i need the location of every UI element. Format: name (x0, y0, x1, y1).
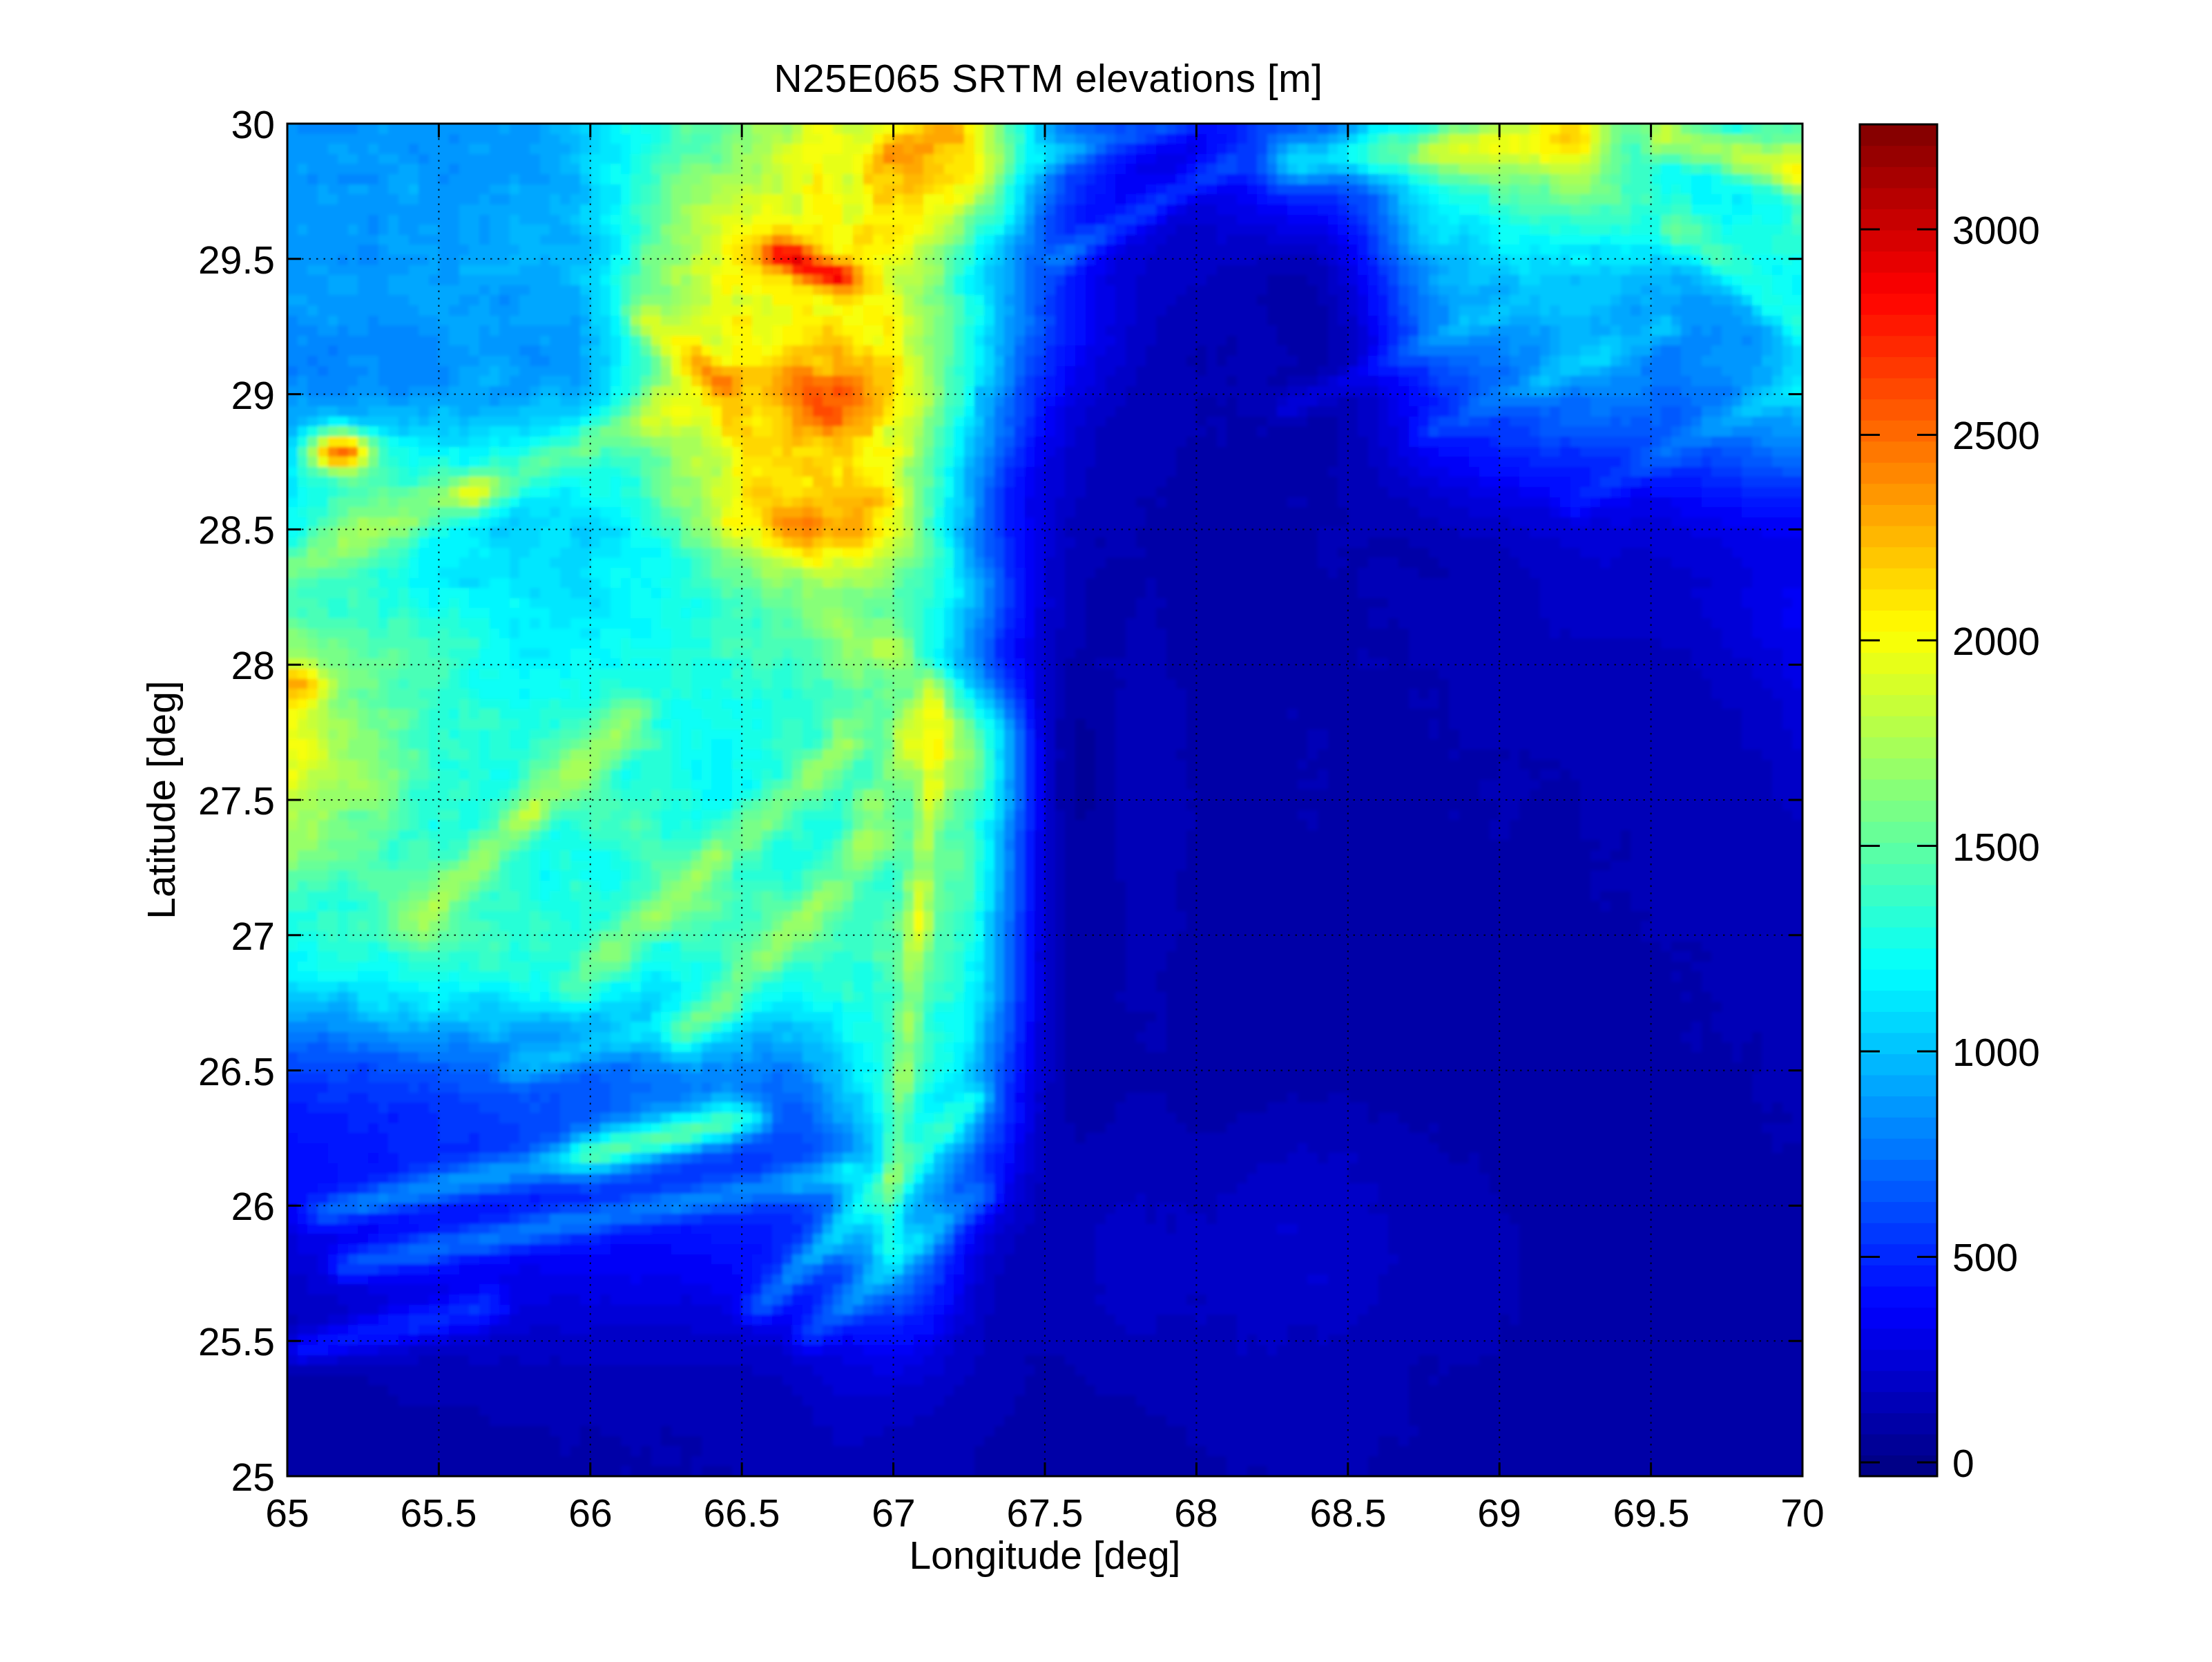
svg-text:Longitude [deg]: Longitude [deg] (909, 1534, 1180, 1578)
svg-text:66.5: 66.5 (704, 1491, 780, 1536)
svg-text:27.5: 27.5 (198, 779, 275, 823)
svg-text:67.5: 67.5 (1007, 1491, 1084, 1536)
svg-text:65.5: 65.5 (401, 1491, 477, 1536)
svg-text:Latitude [deg]: Latitude [deg] (140, 680, 184, 919)
svg-text:2500: 2500 (1952, 414, 2040, 458)
svg-text:25.5: 25.5 (198, 1320, 275, 1364)
svg-text:2000: 2000 (1952, 620, 2040, 664)
svg-text:500: 500 (1952, 1236, 2018, 1280)
svg-text:65: 65 (265, 1491, 309, 1536)
svg-text:30: 30 (231, 103, 275, 147)
svg-text:0: 0 (1952, 1442, 1974, 1486)
svg-text:26.5: 26.5 (198, 1050, 275, 1094)
svg-text:N25E065 SRTM elevations [m]: N25E065 SRTM elevations [m] (774, 57, 1323, 101)
svg-text:1500: 1500 (1952, 825, 2040, 870)
svg-text:66: 66 (568, 1491, 612, 1536)
svg-text:67: 67 (872, 1491, 915, 1536)
svg-text:28: 28 (231, 644, 275, 688)
svg-text:29.5: 29.5 (198, 238, 275, 283)
svg-text:68.5: 68.5 (1310, 1491, 1387, 1536)
svg-text:29: 29 (231, 374, 275, 418)
svg-text:28.5: 28.5 (198, 508, 275, 553)
svg-text:69.5: 69.5 (1613, 1491, 1690, 1536)
svg-text:69: 69 (1477, 1491, 1521, 1536)
svg-text:1000: 1000 (1952, 1031, 2040, 1075)
svg-text:27: 27 (231, 915, 275, 959)
svg-text:70: 70 (1780, 1491, 1824, 1536)
svg-text:26: 26 (231, 1185, 275, 1229)
svg-text:68: 68 (1174, 1491, 1218, 1536)
svg-text:3000: 3000 (1952, 209, 2040, 253)
svg-text:25: 25 (231, 1455, 275, 1500)
